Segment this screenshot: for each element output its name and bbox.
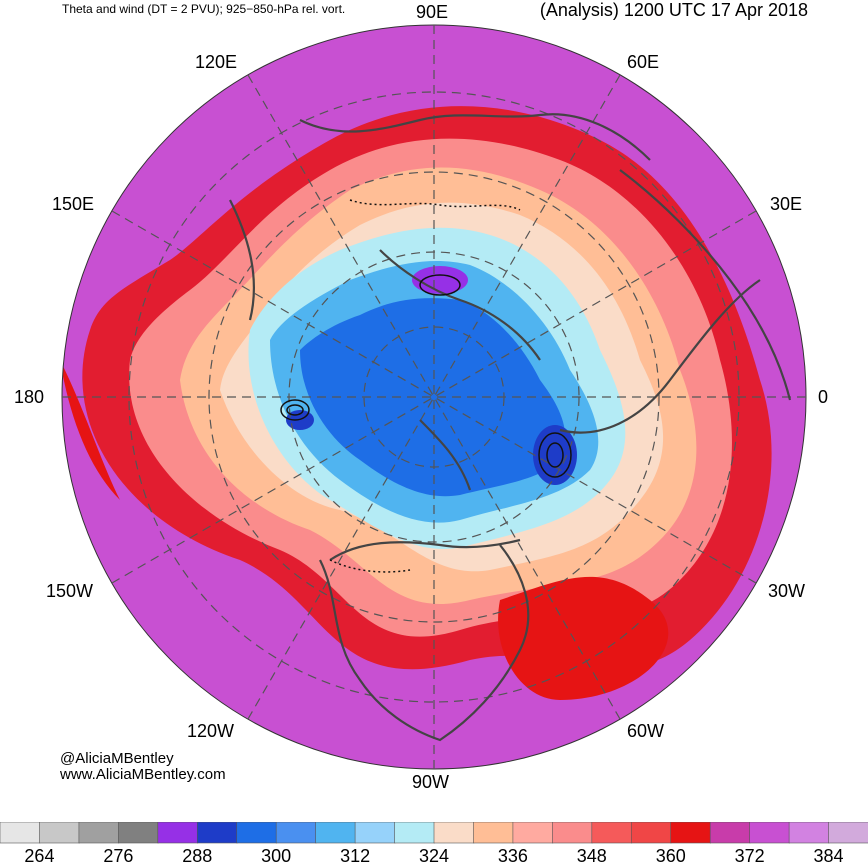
colorbar-swatch [630,822,672,844]
colorbar-swatch [354,822,396,844]
lon-label-0: 0 [818,387,829,407]
lon-label-90w: 90W [412,772,450,792]
lon-label-180: 180 [14,387,45,407]
colorbar-tick-label: 312 [340,846,370,865]
colorbar-swatch [39,822,80,844]
meridians [62,25,806,769]
colorbar-swatch [788,822,830,844]
credit-handle: @AliciaMBentley [60,750,174,767]
colorbar-swatch [0,822,41,844]
colorbar-swatch [315,822,356,844]
lon-label-120e: 120E [195,52,238,72]
colorbar-swatch [670,822,711,844]
polar-map [61,24,807,770]
lon-label-120w: 120W [187,721,235,741]
colorbar-swatch [552,822,593,844]
theta-field-coldest [412,266,468,294]
colorbar-tick-label: 288 [182,846,212,865]
right-title: (Analysis) 1200 UTC 17 Apr 2018 [539,0,808,20]
lon-label-30w: 30W [768,581,806,601]
lon-label-60w: 60W [627,721,665,741]
colorbar-tick-label: 264 [24,846,54,865]
lon-label-150e: 150E [52,194,95,214]
lon-label-90e: 90E [416,2,449,22]
colorbar-tick-label: 384 [814,846,844,865]
coastlines [229,113,792,742]
lon-label-30e: 30E [770,194,803,214]
colorbar-swatch [709,822,751,844]
lon-label-60e: 60E [627,52,660,72]
colorbar-swatch [512,822,554,844]
colorbar-swatch [157,822,199,844]
colorbar-swatch [473,822,514,844]
colorbar-swatch [275,822,317,844]
colorbar-swatch [196,822,238,844]
colorbar-swatch [118,822,159,844]
colorbar-swatch [749,822,790,844]
colorbar-tick-label: 276 [103,846,133,865]
colorbar-swatch [591,822,633,844]
colorbar-swatch [828,822,868,844]
colorbar-swatch [236,822,277,844]
colorbar-tick-label: 372 [735,846,765,865]
left-title: Theta and wind (DT = 2 PVU); 925−850-hPa… [62,2,346,16]
colorbar-swatch [394,822,435,844]
colorbar-tick-label: 300 [261,846,291,865]
credit-website: www.AliciaMBentley.com [60,766,226,783]
theta-field-colder [300,298,566,497]
colorbar-swatch [433,822,475,844]
colorbar-tick-label: 324 [419,846,449,865]
colorbar-tick-label: 348 [577,846,607,865]
colorbar-swatch [78,822,120,844]
colorbar-tick-label: 336 [498,846,528,865]
colorbar-tick-label: 360 [656,846,686,865]
colorbar: 264 276 288 300 312 324 336 348 360 372 384 [0,822,868,865]
vorticity-contours [280,199,572,573]
lon-label-150w: 150W [46,581,94,601]
